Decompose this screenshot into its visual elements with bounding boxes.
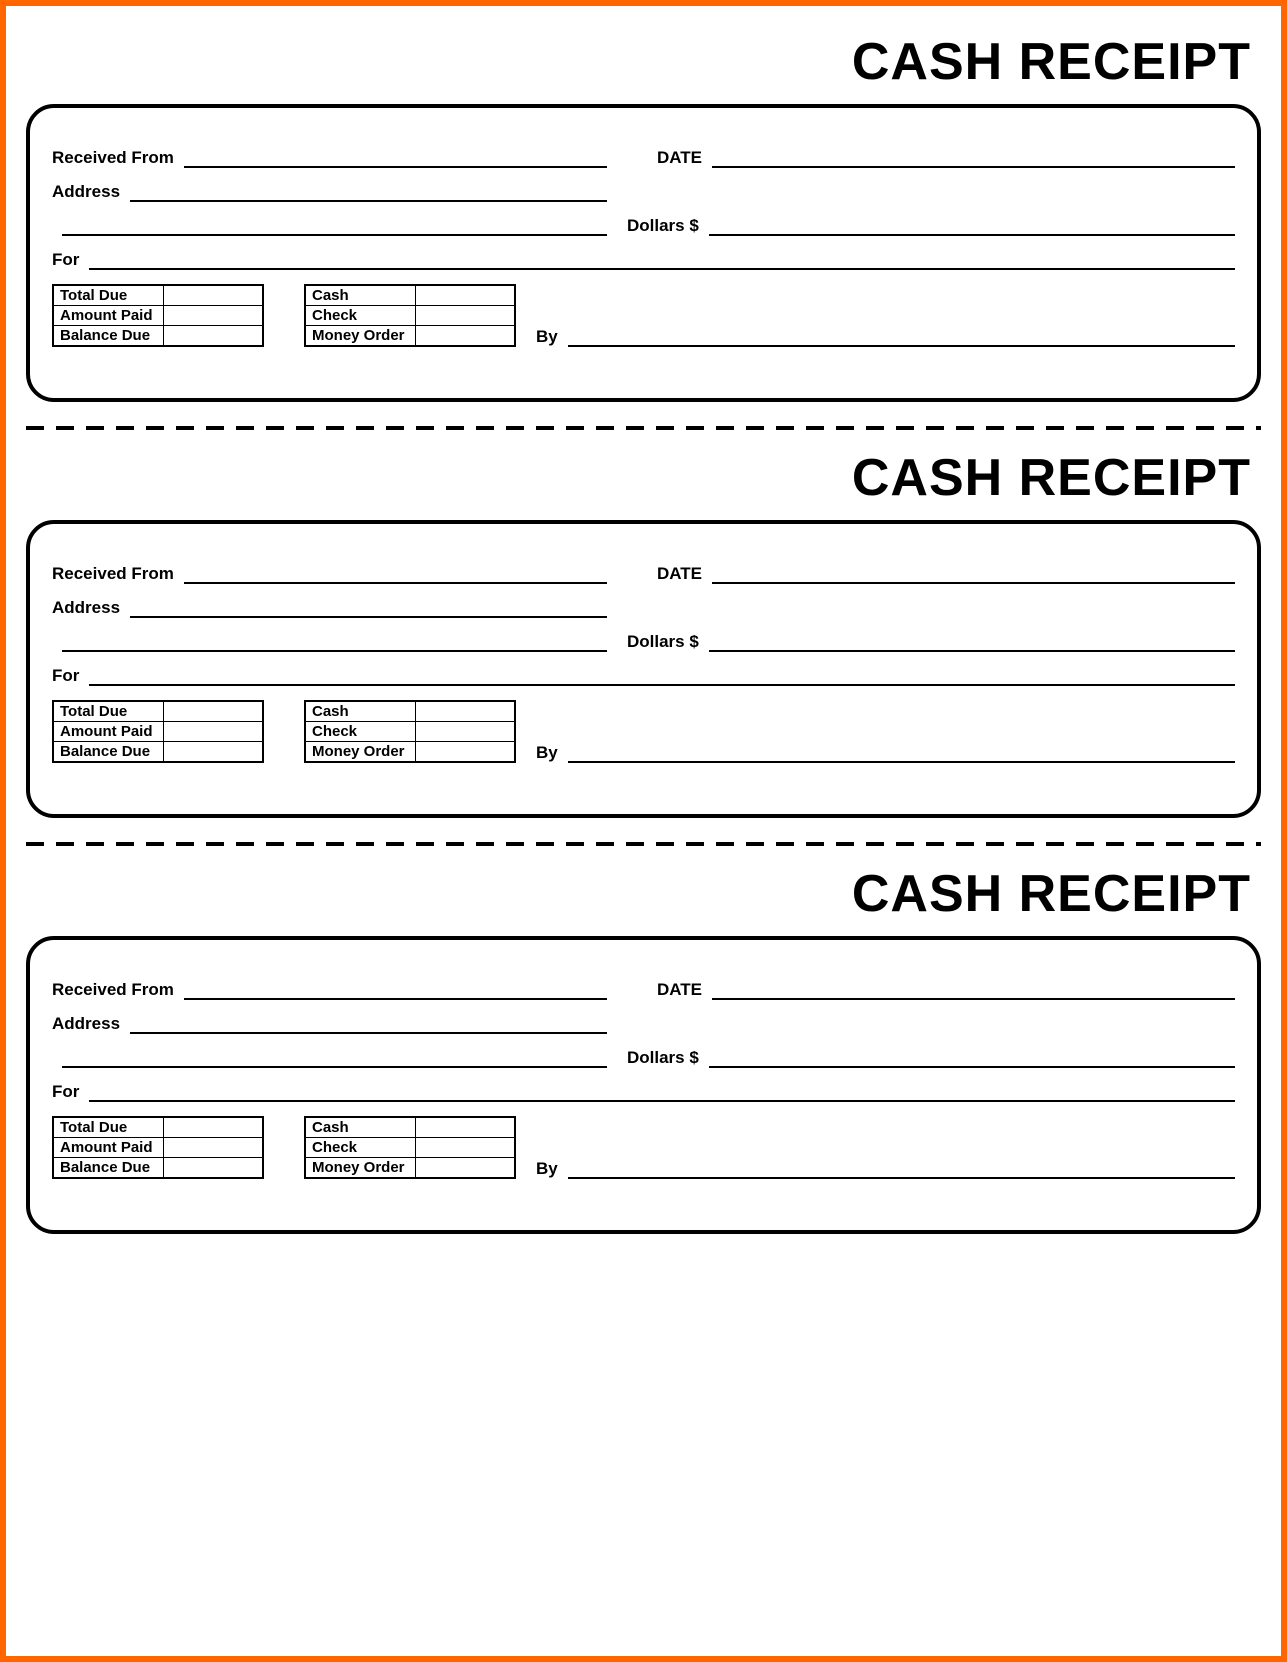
address-line-2: [62, 634, 607, 652]
balance-due-value: [163, 742, 263, 763]
address-line-1: [130, 600, 607, 618]
cash-value: [415, 285, 515, 306]
check-label: Check: [305, 722, 415, 742]
receipt-title: CASH RECEIPT: [26, 32, 1251, 92]
receipt-title: CASH RECEIPT: [26, 864, 1251, 924]
total-due-value: [163, 1117, 263, 1138]
date-line: [712, 150, 1235, 168]
dollars-label: Dollars $: [607, 1048, 709, 1068]
amount-paid-value: [163, 722, 263, 742]
by-label: By: [536, 1159, 568, 1179]
amount-paid-label: Amount Paid: [53, 722, 163, 742]
check-value: [415, 1138, 515, 1158]
date-label: DATE: [607, 148, 712, 168]
for-label: For: [52, 666, 89, 686]
amount-paid-label: Amount Paid: [53, 1138, 163, 1158]
received-from-line: [184, 982, 607, 1000]
dollars-label: Dollars $: [607, 632, 709, 652]
total-due-value: [163, 285, 263, 306]
total-due-label: Total Due: [53, 701, 163, 722]
amount-paid-label: Amount Paid: [53, 306, 163, 326]
dollars-line: [709, 218, 1235, 236]
dollars-label: Dollars $: [607, 216, 709, 236]
check-value: [415, 722, 515, 742]
by-label: By: [536, 327, 568, 347]
date-label: DATE: [607, 564, 712, 584]
dollars-line: [709, 1050, 1235, 1068]
balance-due-value: [163, 326, 263, 347]
separator-1: [26, 426, 1261, 430]
totals-table: Total Due Amount Paid Balance Due: [52, 1116, 264, 1179]
receipt-box: Received From DATE Address: [26, 520, 1261, 818]
amount-paid-value: [163, 1138, 263, 1158]
money-order-value: [415, 742, 515, 763]
by-line: [568, 329, 1235, 347]
address-label: Address: [52, 1014, 130, 1034]
separator-2: [26, 842, 1261, 846]
date-label: DATE: [607, 980, 712, 1000]
cash-label: Cash: [305, 1117, 415, 1138]
total-due-label: Total Due: [53, 1117, 163, 1138]
total-due-value: [163, 701, 263, 722]
address-line-2: [62, 218, 607, 236]
payment-table: Cash Check Money Order: [304, 700, 516, 763]
balance-due-value: [163, 1158, 263, 1179]
received-from-label: Received From: [52, 980, 184, 1000]
totals-table: Total Due Amount Paid Balance Due: [52, 700, 264, 763]
receipt-title: CASH RECEIPT: [26, 448, 1251, 508]
address-label: Address: [52, 182, 130, 202]
for-label: For: [52, 250, 89, 270]
address-line-1: [130, 184, 607, 202]
check-label: Check: [305, 306, 415, 326]
check-value: [415, 306, 515, 326]
money-order-label: Money Order: [305, 742, 415, 763]
money-order-value: [415, 326, 515, 347]
received-from-label: Received From: [52, 564, 184, 584]
date-line: [712, 566, 1235, 584]
balance-due-label: Balance Due: [53, 742, 163, 763]
received-from-label: Received From: [52, 148, 184, 168]
cash-value: [415, 701, 515, 722]
cash-value: [415, 1117, 515, 1138]
receipt-box: Received From DATE Address: [26, 104, 1261, 402]
payment-table: Cash Check Money Order: [304, 1116, 516, 1179]
for-line: [89, 668, 1235, 686]
check-label: Check: [305, 1138, 415, 1158]
received-from-line: [184, 150, 607, 168]
address-line-1: [130, 1016, 607, 1034]
balance-due-label: Balance Due: [53, 1158, 163, 1179]
balance-due-label: Balance Due: [53, 326, 163, 347]
for-line: [89, 1084, 1235, 1102]
receipt-2: CASH RECEIPT Received From DATE Address: [26, 448, 1261, 818]
cash-label: Cash: [305, 285, 415, 306]
payment-table: Cash Check Money Order: [304, 284, 516, 347]
money-order-label: Money Order: [305, 1158, 415, 1179]
totals-table: Total Due Amount Paid Balance Due: [52, 284, 264, 347]
cash-label: Cash: [305, 701, 415, 722]
for-label: For: [52, 1082, 89, 1102]
received-from-line: [184, 566, 607, 584]
money-order-label: Money Order: [305, 326, 415, 347]
receipt-box: Received From DATE Address: [26, 936, 1261, 1234]
for-line: [89, 252, 1235, 270]
by-label: By: [536, 743, 568, 763]
dollars-line: [709, 634, 1235, 652]
address-line-2: [62, 1050, 607, 1068]
by-line: [568, 745, 1235, 763]
address-label: Address: [52, 598, 130, 618]
receipt-3: CASH RECEIPT Received From DATE Address: [26, 864, 1261, 1234]
money-order-value: [415, 1158, 515, 1179]
by-line: [568, 1161, 1235, 1179]
amount-paid-value: [163, 306, 263, 326]
page-frame: CASH RECEIPT Received From DATE Address: [0, 0, 1287, 1662]
date-line: [712, 982, 1235, 1000]
total-due-label: Total Due: [53, 285, 163, 306]
receipt-1: CASH RECEIPT Received From DATE Address: [26, 32, 1261, 402]
